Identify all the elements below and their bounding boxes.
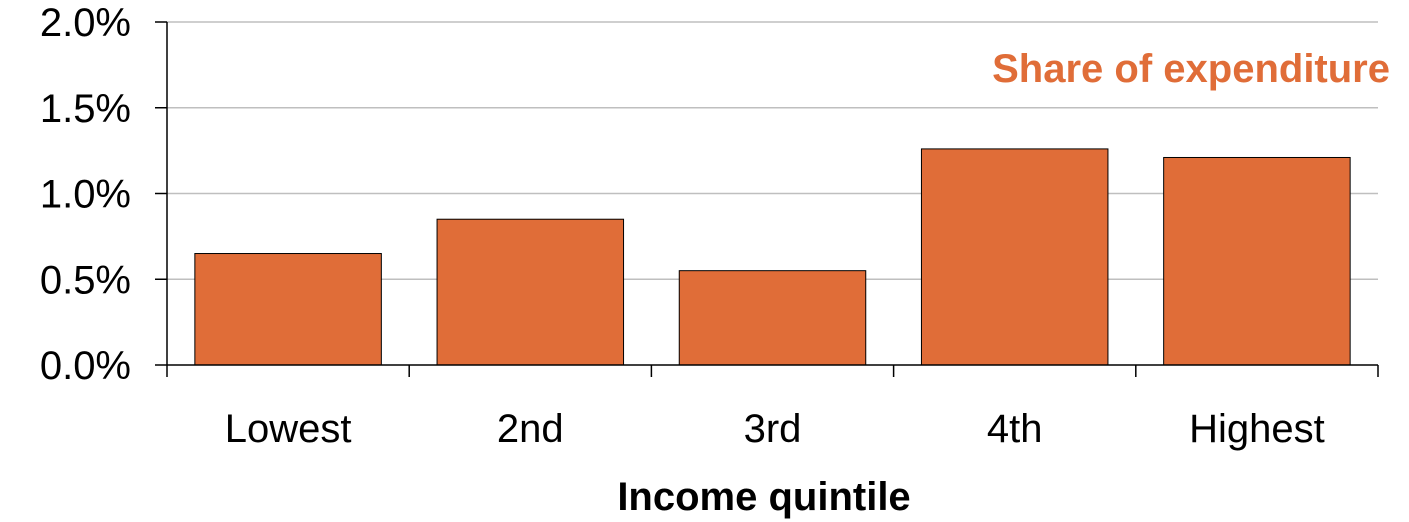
x-tick-labels: Lowest 2nd 3rd 4th Highest xyxy=(225,407,1325,451)
y-tick-label: 2.0% xyxy=(40,1,131,45)
x-tick-label: 4th xyxy=(987,407,1043,451)
bar xyxy=(920,148,1109,366)
axes xyxy=(155,21,1379,377)
x-tick-label: 3rd xyxy=(744,407,802,451)
bars xyxy=(194,148,1351,366)
y-tick-label: 1.5% xyxy=(40,87,131,131)
x-tick-label: 2nd xyxy=(497,407,564,451)
bar xyxy=(436,218,625,366)
bar xyxy=(1163,156,1351,366)
x-axis-title: Income quintile xyxy=(617,475,910,519)
y-tick-label: 1.0% xyxy=(40,173,131,217)
y-tick-label: 0.0% xyxy=(40,344,131,388)
x-tick-label: Highest xyxy=(1189,407,1325,451)
x-tick-label: Lowest xyxy=(225,407,352,451)
y-tick-labels: 0.0% 0.5% 1.0% 1.5% 2.0% xyxy=(40,1,131,388)
series-legend-label: Share of expenditure xyxy=(992,47,1390,91)
bar xyxy=(678,270,867,366)
bar xyxy=(194,253,382,366)
y-tick-label: 0.5% xyxy=(40,258,131,302)
